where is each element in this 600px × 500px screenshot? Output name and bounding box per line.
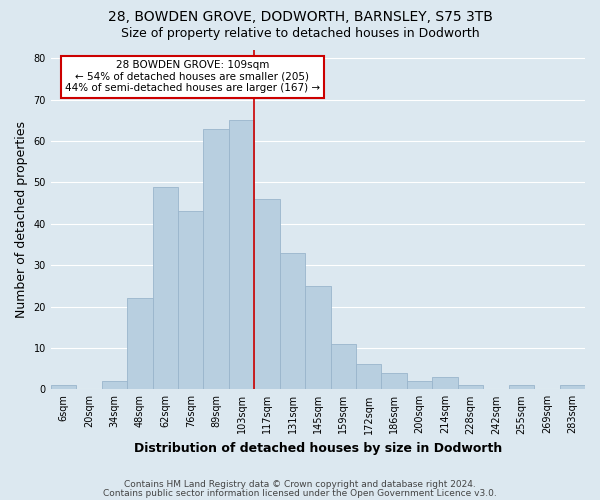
Bar bbox=[101, 381, 127, 390]
Bar bbox=[433, 377, 458, 390]
Bar bbox=[382, 373, 407, 390]
Bar bbox=[407, 381, 433, 390]
Bar bbox=[458, 385, 483, 390]
X-axis label: Distribution of detached houses by size in Dodworth: Distribution of detached houses by size … bbox=[134, 442, 502, 455]
Bar bbox=[560, 385, 585, 390]
Text: Contains public sector information licensed under the Open Government Licence v3: Contains public sector information licen… bbox=[103, 488, 497, 498]
Bar bbox=[127, 298, 152, 390]
Bar bbox=[51, 385, 76, 390]
Bar bbox=[229, 120, 254, 390]
Text: Size of property relative to detached houses in Dodworth: Size of property relative to detached ho… bbox=[121, 28, 479, 40]
Bar bbox=[305, 286, 331, 390]
Y-axis label: Number of detached properties: Number of detached properties bbox=[15, 121, 28, 318]
Bar bbox=[178, 212, 203, 390]
Bar bbox=[280, 253, 305, 390]
Bar bbox=[254, 199, 280, 390]
Text: Contains HM Land Registry data © Crown copyright and database right 2024.: Contains HM Land Registry data © Crown c… bbox=[124, 480, 476, 489]
Text: 28 BOWDEN GROVE: 109sqm
← 54% of detached houses are smaller (205)
44% of semi-d: 28 BOWDEN GROVE: 109sqm ← 54% of detache… bbox=[65, 60, 320, 94]
Bar bbox=[152, 186, 178, 390]
Bar bbox=[203, 128, 229, 390]
Bar bbox=[331, 344, 356, 390]
Text: 28, BOWDEN GROVE, DODWORTH, BARNSLEY, S75 3TB: 28, BOWDEN GROVE, DODWORTH, BARNSLEY, S7… bbox=[107, 10, 493, 24]
Bar bbox=[356, 364, 382, 390]
Bar bbox=[509, 385, 534, 390]
